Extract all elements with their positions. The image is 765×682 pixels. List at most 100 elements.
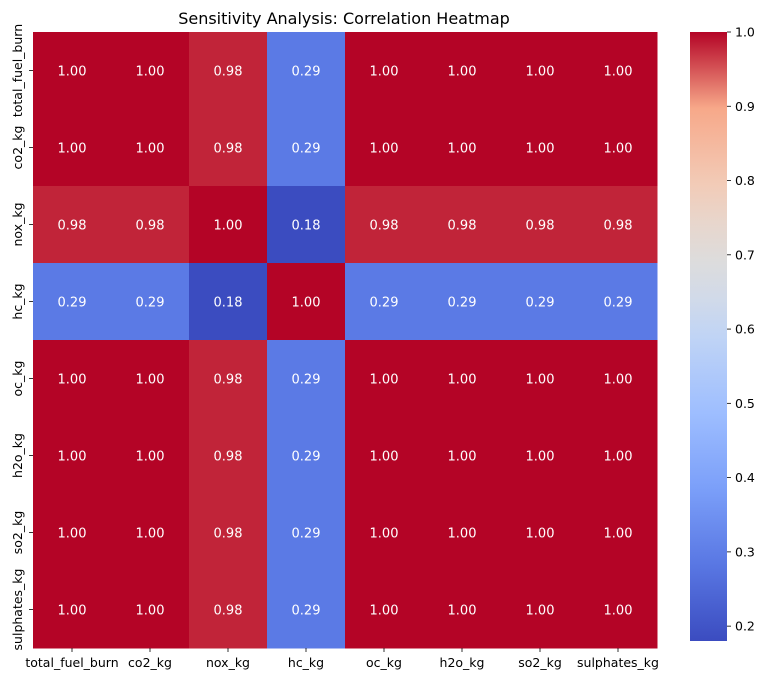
heatmap-cell <box>423 109 502 187</box>
cell-annotation: 1.00 <box>214 219 243 234</box>
cell-annotation: 0.18 <box>214 296 243 311</box>
cell-annotation: 0.29 <box>292 527 321 542</box>
cell-annotation: 1.00 <box>136 65 165 80</box>
heatmap-cell <box>501 186 580 264</box>
heatmap-cell <box>189 263 268 341</box>
heatmap-cell <box>579 571 658 649</box>
heatmap-cell <box>345 32 424 110</box>
cell-annotation: 0.29 <box>292 604 321 619</box>
heatmap-cell <box>501 494 580 572</box>
cell-annotation: 1.00 <box>58 604 87 619</box>
heatmap-cell <box>345 186 424 264</box>
cell-annotation: 0.18 <box>292 219 321 234</box>
heatmap-cell <box>267 263 346 341</box>
heatmap-cell <box>33 263 112 341</box>
cell-annotation: 1.00 <box>370 450 399 465</box>
cell-annotation: 1.00 <box>448 527 477 542</box>
heatmap-cell <box>189 494 268 572</box>
cell-annotation: 1.00 <box>604 142 633 157</box>
cell-annotation: 1.00 <box>448 450 477 465</box>
y-tick-label: co2_kg <box>10 126 25 170</box>
heatmap-cell <box>267 340 346 418</box>
heatmap-cell <box>189 340 268 418</box>
x-tick-label: so2_kg <box>518 655 562 670</box>
cell-annotation: 0.98 <box>526 219 555 234</box>
cell-annotation: 1.00 <box>448 65 477 80</box>
cell-annotation: 1.00 <box>136 604 165 619</box>
colorbar <box>690 32 727 641</box>
x-tick-label: nox_kg <box>206 655 250 670</box>
cell-annotation: 1.00 <box>370 373 399 388</box>
heatmap-cell <box>345 109 424 187</box>
cell-annotation: 0.98 <box>58 219 87 234</box>
x-tick-labels: total_fuel_burn co2_kg nox_kg hc_kg oc_kg h2o… <box>25 648 659 670</box>
cell-annotation: 1.00 <box>448 142 477 157</box>
y-tick-label: so2_kg <box>10 511 25 555</box>
cell-annotation: 0.98 <box>604 219 633 234</box>
colorbar-tick-label: 0.4 <box>735 470 755 485</box>
cell-annotation: 0.98 <box>214 527 243 542</box>
cell-annotation: 0.98 <box>214 65 243 80</box>
cell-annotation: 0.98 <box>214 604 243 619</box>
colorbar-tick-label: 1.0 <box>735 25 755 40</box>
heatmap-cell <box>501 571 580 649</box>
cell-annotation: 0.29 <box>604 296 633 311</box>
heatmap-cell <box>423 32 502 110</box>
heatmap-cell <box>345 263 424 341</box>
colorbar-tick-label: 0.2 <box>735 619 755 634</box>
cell-annotation: 0.29 <box>292 373 321 388</box>
heatmap-cell <box>423 494 502 572</box>
heatmap-cell <box>111 340 190 418</box>
heatmap-cell <box>267 571 346 649</box>
cell-annotation: 1.00 <box>604 65 633 80</box>
cell-annotation: 1.00 <box>526 450 555 465</box>
x-tick-label: total_fuel_burn <box>25 655 118 670</box>
heatmap-cell <box>579 340 658 418</box>
cell-annotation: 1.00 <box>58 142 87 157</box>
x-tick-label: oc_kg <box>366 655 402 670</box>
heatmap-cell <box>423 263 502 341</box>
cell-annotation: 1.00 <box>136 142 165 157</box>
heatmap-cell <box>111 417 190 495</box>
heatmap-cell <box>501 32 580 110</box>
heatmap-annotations: 1.00 1.00 0.98 0.29 1.00 1.00 1.00 1.00 1.00 1.00… <box>58 65 633 619</box>
cell-annotation: 1.00 <box>448 373 477 388</box>
heatmap-cell <box>423 571 502 649</box>
heatmap-cell <box>345 571 424 649</box>
cell-annotation: 1.00 <box>604 604 633 619</box>
colorbar-tick-label: 0.3 <box>735 544 755 559</box>
chart-title: Sensitivity Analysis: Correlation Heatma… <box>178 9 510 28</box>
heatmap-cell <box>111 571 190 649</box>
cell-annotation: 1.00 <box>58 65 87 80</box>
heatmap-cell <box>345 417 424 495</box>
heatmap-cell <box>423 417 502 495</box>
heatmap-cell <box>579 186 658 264</box>
cell-annotation: 0.98 <box>214 373 243 388</box>
cell-annotation: 0.29 <box>526 296 555 311</box>
cell-annotation: 0.29 <box>292 142 321 157</box>
heatmap-cell <box>345 494 424 572</box>
heatmap-cell <box>111 494 190 572</box>
y-tick-labels: total_fuel_burn co2_kg nox_kg hc_kg oc_kg h2o… <box>10 24 33 650</box>
colorbar-tick-label: 0.7 <box>735 247 755 262</box>
cell-annotation: 0.29 <box>292 65 321 80</box>
y-tick-label: oc_kg <box>10 361 25 397</box>
heatmap-cell <box>111 263 190 341</box>
cell-annotation: 0.98 <box>214 450 243 465</box>
cell-annotation: 1.00 <box>526 604 555 619</box>
heatmap-cell <box>33 109 112 187</box>
cell-annotation: 0.29 <box>370 296 399 311</box>
heatmap-cell <box>501 417 580 495</box>
heatmap-cell <box>345 340 424 418</box>
heatmap-cell <box>189 186 268 264</box>
heatmap-cell <box>579 263 658 341</box>
heatmap-cell <box>189 417 268 495</box>
cell-annotation: 1.00 <box>136 373 165 388</box>
heatmap-cell <box>267 32 346 110</box>
heatmap-cell <box>423 186 502 264</box>
y-tick-label: hc_kg <box>10 283 25 319</box>
x-tick-label: co2_kg <box>128 655 172 670</box>
heatmap-cell <box>33 32 112 110</box>
heatmap-cell <box>579 417 658 495</box>
cell-annotation: 0.98 <box>136 219 165 234</box>
